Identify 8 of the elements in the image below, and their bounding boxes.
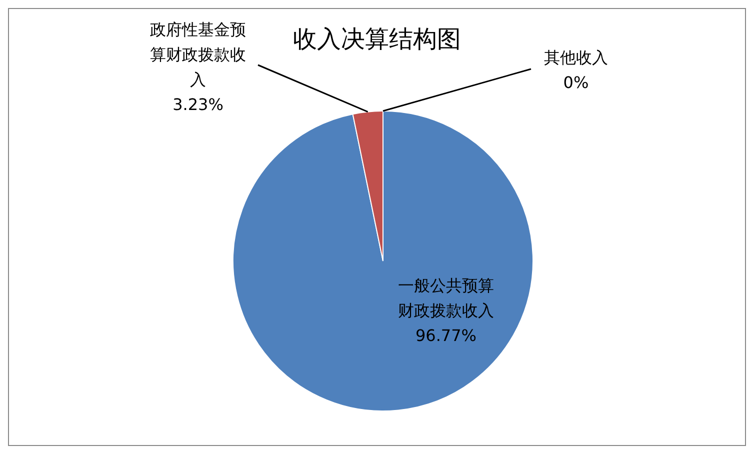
data-label: 96.77%	[415, 326, 477, 345]
text: 0%	[563, 73, 589, 92]
category-label: 其他收入	[544, 48, 608, 67]
data-label: 3.23%	[172, 95, 224, 114]
pie-slice	[232, 110, 534, 412]
chart-title: 收入决算结构图	[293, 25, 461, 53]
slice-label: 一般公共预算财政拨款收入	[398, 276, 494, 320]
slice-label: 政府性基金预算财政拨款收入	[150, 20, 246, 89]
